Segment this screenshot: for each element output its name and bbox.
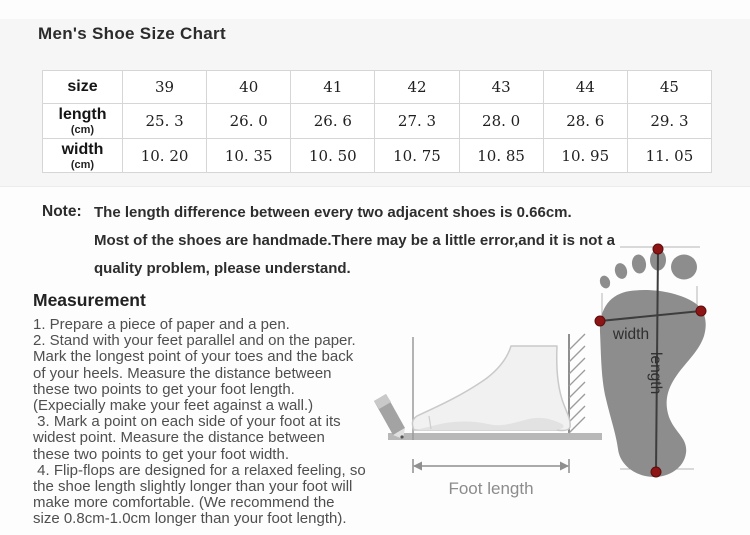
width-cell: 10. 85 — [458, 138, 544, 173]
instruction-line: of your heels. Measure the distance betw… — [33, 364, 332, 382]
size-cell: 41 — [290, 70, 376, 104]
pencil-icon — [374, 394, 405, 439]
size-cell: 43 — [458, 70, 544, 104]
width-cell: 10. 75 — [374, 138, 460, 173]
foot-length-label: Foot length — [448, 479, 533, 498]
instruction-line: make more comfortable. (We recommend the — [33, 494, 335, 512]
measurement-instructions: 1. Prepare a piece of paper and a pen. 2… — [33, 316, 413, 528]
width-header-cell: width (cm) — [42, 138, 123, 173]
width-cell: 10. 50 — [290, 138, 376, 173]
foot-length-arrow — [412, 459, 570, 473]
table-row-length: length (cm) 25. 3 26. 0 26. 6 27. 3 28. … — [42, 103, 713, 139]
instruction-line: widest point. Measure the distance betwe… — [33, 429, 325, 447]
length-label: length — [58, 106, 107, 123]
length-cell: 29. 3 — [626, 103, 713, 139]
length-cell: 25. 3 — [121, 103, 208, 139]
wall-hatching — [568, 333, 586, 434]
page-title: Men's Shoe Size Chart — [38, 24, 226, 43]
length-cell: 27. 3 — [374, 103, 460, 139]
length-cell: 26. 6 — [290, 103, 376, 139]
instruction-line: 1. Prepare a piece of paper and a pen. — [33, 316, 290, 333]
length-unit: (cm) — [70, 124, 95, 136]
instruction-line: 3. Mark a point on each side of your foo… — [33, 413, 341, 431]
arrowhead-left — [413, 461, 422, 471]
length-header-cell: length (cm) — [42, 103, 123, 139]
instruction-line: 4. Flip-flops are designed for a relaxed… — [33, 461, 366, 479]
width-cell: 10. 35 — [206, 138, 292, 173]
instruction-line: 2. Stand with your feet parallel and on … — [33, 332, 356, 350]
length-cell: 28. 6 — [542, 103, 628, 139]
size-cell: 45 — [626, 70, 713, 104]
note-label: Note: — [42, 203, 82, 220]
length-cell: 26. 0 — [206, 103, 292, 139]
note-line: Most of the shoes are handmade.There may… — [94, 232, 615, 249]
instruction-line: these two points to get your foot width. — [33, 445, 289, 463]
instruction-line: (Expecially make your feet against a wal… — [33, 397, 314, 415]
foot-length-diagram: Foot length — [374, 333, 602, 498]
footprint-width-label: width — [612, 326, 649, 343]
width-cell: 11. 05 — [626, 138, 713, 173]
width-unit: (cm) — [70, 158, 95, 171]
measurement-heading: Measurement — [33, 290, 146, 310]
size-cell: 44 — [542, 70, 628, 104]
width-cell: 10. 95 — [542, 138, 628, 173]
footprint-diagram: width length — [594, 243, 707, 478]
width-label: width — [61, 140, 104, 158]
ground-bar — [388, 433, 602, 440]
foot-sole-shading — [416, 417, 564, 430]
table-row-width: width (cm) 10. 20 10. 35 10. 50 10. 75 1… — [42, 138, 713, 173]
footprint-sole-shape — [599, 290, 706, 477]
size-header-cell: size — [42, 70, 123, 104]
footprint-length-label: length — [647, 352, 664, 394]
instruction-line: size 0.8cm-1.0cm longer than your foot l… — [33, 510, 347, 528]
shoe-size-table: size 39 40 41 42 43 44 45 length (cm) 25… — [42, 70, 713, 173]
size-cell: 40 — [206, 70, 292, 104]
measure-dots — [594, 243, 707, 478]
foot-profile-shape — [411, 345, 571, 432]
footprint-toes — [599, 249, 697, 289]
instruction-line: the shoe length slightly longer than you… — [33, 478, 353, 496]
size-cell: 39 — [121, 70, 208, 104]
size-cell: 42 — [374, 70, 460, 104]
instruction-line: Mark the longest point of your toes and … — [33, 348, 354, 366]
note-line: quality problem, please understand. — [94, 260, 351, 277]
length-measure-line — [655, 248, 659, 473]
length-cell: 28. 0 — [458, 103, 544, 139]
width-measure-line — [599, 310, 702, 322]
big-toe-line — [428, 415, 432, 430]
width-cell: 10. 20 — [121, 138, 208, 173]
table-row-sizes: size 39 40 41 42 43 44 45 — [42, 70, 713, 104]
arrowhead-right — [560, 461, 569, 471]
instruction-line: these two points to get your foot length… — [33, 380, 295, 398]
note-line: The length difference between every two … — [94, 204, 572, 221]
